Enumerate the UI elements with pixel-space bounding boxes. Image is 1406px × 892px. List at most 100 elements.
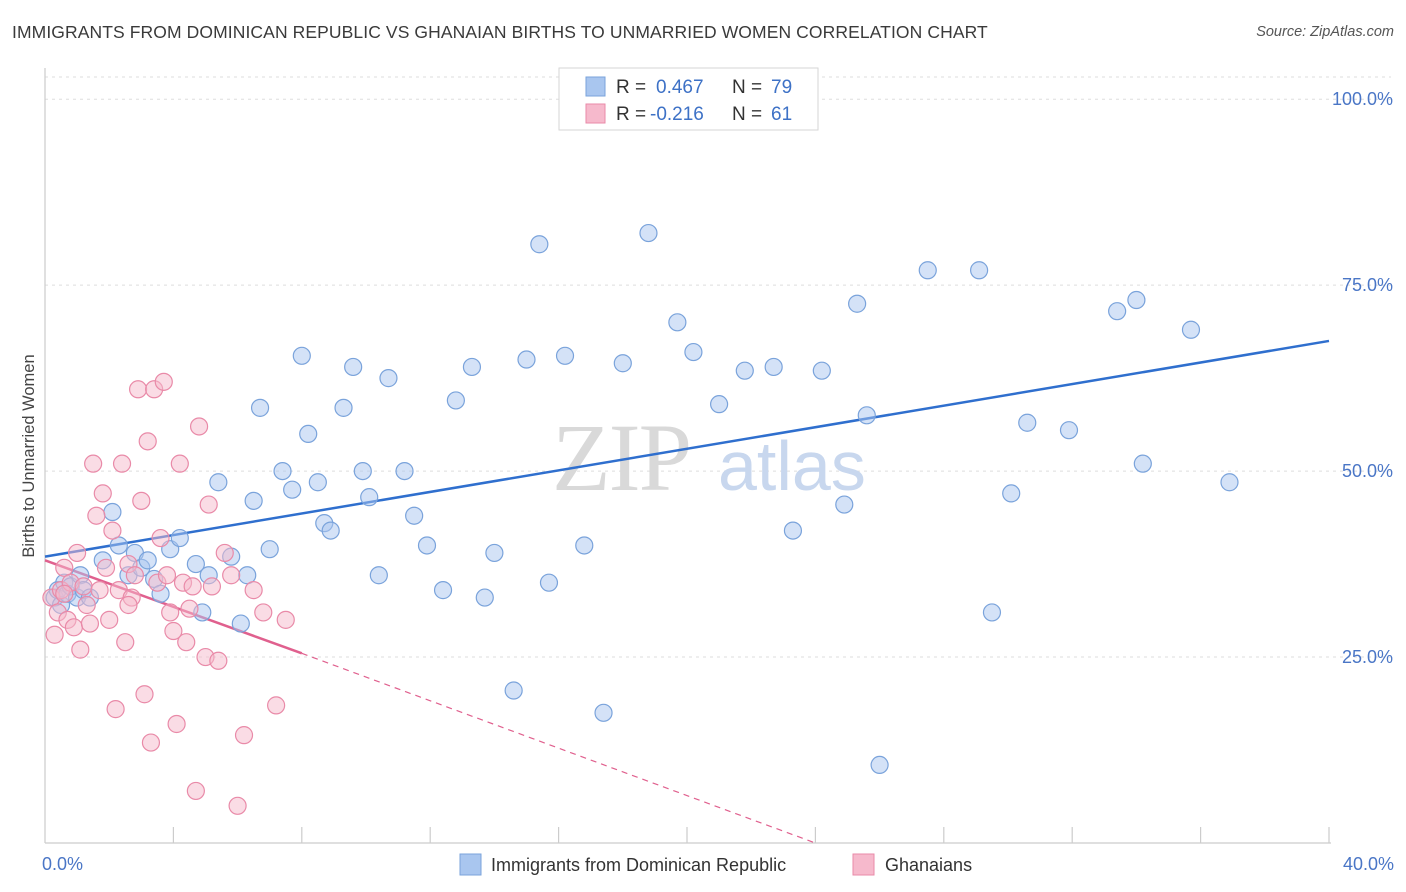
- pink-point-60: [55, 584, 74, 603]
- blue-point-64: [735, 361, 754, 380]
- pink-point-7: [64, 618, 83, 637]
- correlation-legend: R = 0.467 N = 79 R = -0.216 N = 61: [558, 67, 819, 131]
- pink-point-53: [234, 726, 254, 745]
- pink-point-17: [100, 610, 119, 629]
- x-tick-label-1: 40.0%: [1343, 854, 1394, 874]
- blue-point-78: [1108, 302, 1127, 321]
- pink-point-21: [112, 454, 132, 473]
- pink-point-26: [128, 380, 148, 399]
- pink-point-44: [186, 781, 205, 801]
- legend-r-label-1: R =: [616, 77, 646, 98]
- watermark: ZIP atlas: [552, 404, 866, 511]
- axes: [44, 68, 1331, 844]
- pink-point-14: [90, 581, 109, 600]
- chart-source: Source: ZipAtlas.com: [1256, 24, 1394, 40]
- blue-point-39: [344, 357, 363, 377]
- blue-point-30: [260, 540, 279, 559]
- pink-trend-extension: [301, 652, 816, 844]
- pink-point-18: [103, 521, 122, 540]
- blue-point-77: [1059, 421, 1079, 440]
- blue-point-57: [575, 536, 594, 555]
- chart-title: IMMIGRANTS FROM DOMINICAN REPUBLIC VS GH…: [12, 22, 988, 42]
- blue-point-79: [1127, 290, 1146, 310]
- blue-trend-line: [44, 339, 1330, 558]
- pink-point-51: [222, 566, 241, 585]
- y-tick-label-0: 25.0%: [1342, 647, 1393, 667]
- blue-point-43: [379, 369, 398, 388]
- pink-point-29: [138, 432, 157, 451]
- pink-point-34: [154, 372, 173, 391]
- pink-point-25: [125, 566, 144, 585]
- series-legend-swatch-blue: [459, 853, 482, 876]
- pink-point-58: [119, 595, 138, 615]
- y-tick-label-1: 50.0%: [1342, 461, 1393, 481]
- blue-point-21: [186, 554, 205, 574]
- pink-point-22: [116, 633, 135, 652]
- pink-point-1: [45, 625, 64, 644]
- pink-point-15: [93, 484, 112, 503]
- pink-point-37: [164, 621, 183, 641]
- blue-point-32: [283, 480, 302, 499]
- pink-point-35: [157, 566, 177, 585]
- blue-point-82: [1220, 473, 1239, 492]
- pink-point-52: [228, 796, 247, 815]
- pink-point-30: [141, 733, 161, 752]
- pink-point-13: [87, 506, 106, 525]
- legend-r-label-2: R =: [616, 104, 646, 125]
- series-legend-label-blue: Immigrants from Dominican Republic: [491, 855, 786, 875]
- pink-point-41: [177, 633, 196, 652]
- blue-point-70: [857, 406, 876, 425]
- pink-point-56: [267, 696, 286, 715]
- blue-point-38: [334, 398, 353, 417]
- blue-point-66: [783, 521, 803, 540]
- legend-r-value-2: -0.216: [650, 104, 704, 125]
- pink-point-42: [180, 599, 199, 618]
- blue-point-81: [1181, 320, 1201, 339]
- pink-point-54: [244, 581, 263, 600]
- legend-r-value-1: 0.467: [656, 77, 704, 98]
- data-points: [42, 223, 1239, 815]
- blue-point-54: [530, 235, 549, 254]
- pink-point-27: [132, 491, 151, 510]
- pink-point-36: [161, 603, 180, 622]
- legend-n-value-2: 61: [771, 104, 792, 125]
- pink-point-16: [96, 558, 116, 577]
- blue-point-20: [170, 528, 189, 548]
- blue-point-52: [504, 681, 523, 700]
- x-tick-label-0: 0.0%: [42, 854, 83, 874]
- blue-point-35: [308, 473, 327, 492]
- pink-point-50: [215, 543, 234, 563]
- blue-point-34: [299, 424, 318, 444]
- x-tick-labels: 0.0% 40.0%: [42, 854, 1394, 874]
- legend-n-label-2: N =: [732, 104, 762, 125]
- pink-point-38: [167, 714, 186, 734]
- blue-point-69: [848, 294, 867, 313]
- series-legend: Immigrants from Dominican Republic Ghana…: [459, 853, 972, 876]
- blue-point-24: [209, 473, 228, 492]
- blue-point-29: [250, 398, 270, 417]
- blue-point-11: [103, 502, 122, 522]
- blue-point-75: [1002, 484, 1021, 503]
- blue-point-45: [405, 506, 424, 525]
- blue-point-72: [918, 261, 937, 280]
- pink-point-19: [106, 700, 125, 719]
- y-axis-label: Births to Unmarried Women: [20, 354, 38, 557]
- pink-point-45: [189, 417, 209, 436]
- pink-point-59: [80, 614, 100, 633]
- blue-point-47: [433, 581, 453, 600]
- blue-point-73: [970, 261, 989, 280]
- y-tick-label-3: 100.0%: [1332, 89, 1393, 109]
- pink-point-10: [74, 577, 93, 596]
- blue-point-37: [321, 521, 340, 540]
- pink-point-49: [209, 651, 228, 670]
- pink-point-48: [202, 577, 222, 596]
- series-legend-label-pink: Ghanaians: [885, 855, 972, 875]
- y-tick-label-2: 75.0%: [1342, 275, 1393, 295]
- blue-point-31: [273, 461, 292, 481]
- y-tick-labels: 25.0% 50.0% 75.0% 100.0%: [1332, 89, 1393, 667]
- blue-point-76: [1018, 413, 1037, 432]
- blue-point-16: [138, 551, 157, 570]
- blue-point-42: [369, 566, 388, 585]
- blue-point-68: [835, 495, 854, 514]
- pink-point-8: [67, 543, 87, 563]
